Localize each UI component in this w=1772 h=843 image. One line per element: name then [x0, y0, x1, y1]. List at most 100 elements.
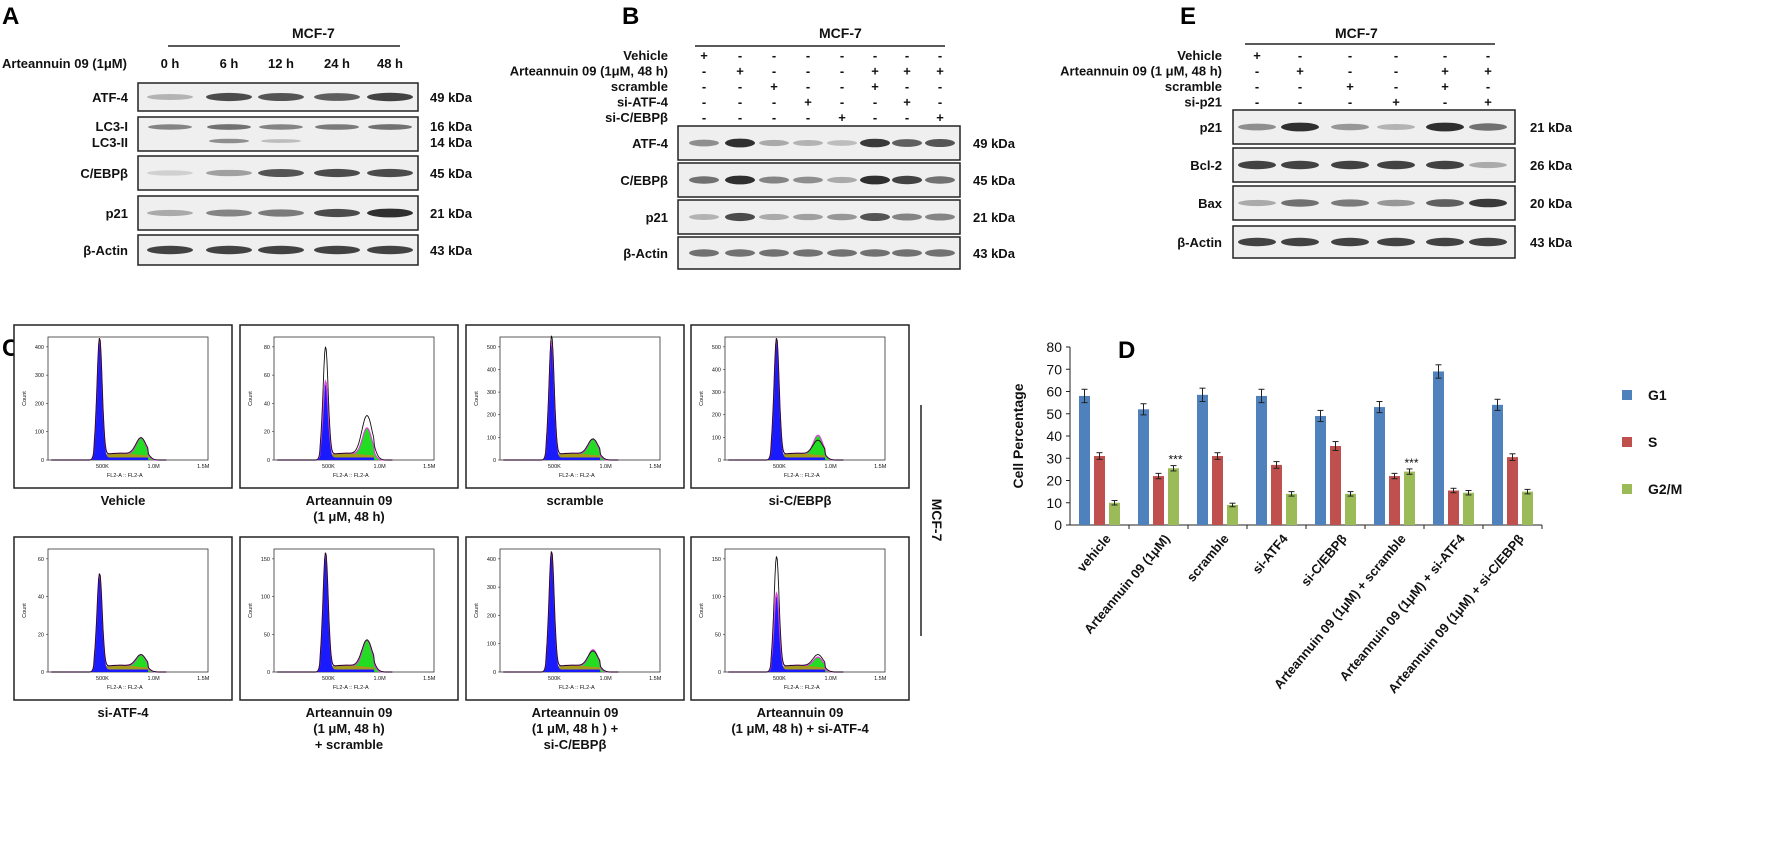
raw-curve: [277, 552, 393, 673]
histogram-caption: (1 μM, 48 h): [313, 509, 385, 524]
band: [147, 245, 193, 255]
sign-mark: -: [772, 48, 776, 63]
sign-mark: -: [1394, 48, 1398, 63]
band: [1426, 160, 1464, 170]
y-tick-label: 100: [35, 430, 44, 436]
band: [793, 176, 823, 184]
band: [258, 93, 304, 101]
x-tick-label: 1.5M: [649, 464, 662, 470]
y-axis-label: Count: [22, 391, 28, 406]
y-tick-label: 80: [264, 345, 270, 351]
band: [1238, 199, 1276, 207]
y-axis-label: Count: [699, 391, 705, 406]
x-tick-label: 1.5M: [197, 676, 210, 682]
y-tick-label: 0: [718, 458, 721, 464]
sign-mark: +: [871, 79, 879, 94]
histogram-frame: [239, 536, 459, 701]
band: [827, 140, 857, 146]
y-tick-label: 50: [264, 632, 270, 638]
band: [1377, 199, 1415, 207]
panel-letter-e: E: [1180, 3, 1196, 30]
y-tick-label: 300: [712, 390, 721, 396]
histogram-caption: (1 μM, 48 h ) +: [532, 721, 619, 736]
band: [759, 249, 789, 257]
sign-mark: -: [840, 79, 844, 94]
condition-label: Arteannuin 09 (1 μM, 48 h): [1060, 64, 1222, 79]
x-tick-label: 1.0M: [147, 464, 160, 470]
bar-G1: [1138, 409, 1149, 525]
sign-mark: +: [903, 95, 911, 110]
x-tick-label: 500K: [322, 676, 335, 682]
raw-curve: [503, 551, 619, 673]
y-tick-label: 40: [264, 401, 270, 407]
sign-mark: -: [840, 48, 844, 63]
sign-mark: +: [903, 64, 911, 79]
band: [1377, 237, 1415, 247]
sign-mark: -: [1443, 95, 1447, 110]
y-tick-label: 100: [487, 435, 496, 441]
sign-mark: -: [702, 95, 706, 110]
band: [793, 249, 823, 257]
category-label: vehicle: [1074, 531, 1114, 574]
kda-label: 20 kDa: [1530, 196, 1573, 211]
bar-G2/M: [1168, 468, 1179, 525]
sign-mark: -: [702, 110, 706, 125]
panel-d: D 0 10 20 30 40 50 60 70 80 Cell Percentage vehicl…: [1010, 337, 1682, 696]
band: [793, 140, 823, 146]
significance-marker: ***: [1168, 453, 1182, 467]
kda-label: 21 kDa: [430, 206, 473, 221]
band: [207, 124, 251, 130]
x-tick-label: 500K: [773, 464, 786, 470]
x-tick-label: 1.5M: [423, 676, 436, 682]
y-tick-label: 200: [487, 413, 496, 419]
kda-label: 16 kDa: [430, 119, 473, 134]
sign-mark: -: [1255, 95, 1259, 110]
y-tick-label: 60: [264, 373, 270, 379]
band: [1281, 237, 1319, 247]
condition-label: Vehicle: [623, 48, 668, 63]
sign-mark: -: [938, 48, 942, 63]
band: [689, 176, 719, 184]
sign-mark: +: [936, 64, 944, 79]
sign-mark: -: [772, 95, 776, 110]
histogram-caption: scramble: [546, 493, 603, 508]
y-tick-label: 0: [41, 670, 44, 676]
sign-mark: -: [938, 95, 942, 110]
kda-label: 49 kDa: [430, 90, 473, 105]
kda-label: 49 kDa: [973, 136, 1016, 151]
histogram-caption: Arteannuin 09: [532, 705, 619, 720]
band: [1281, 122, 1319, 132]
histogram-caption: si-ATF-4: [97, 705, 149, 720]
band: [261, 139, 301, 143]
band: [759, 139, 789, 147]
band: [827, 176, 857, 184]
band: [925, 249, 955, 257]
sign-mark: -: [1394, 79, 1398, 94]
panel-letter-b: B: [622, 3, 639, 30]
band: [1377, 124, 1415, 130]
blot-label: p21: [106, 206, 128, 221]
sign-mark: +: [1346, 79, 1354, 94]
legend-swatch-G2/M: [1622, 484, 1632, 494]
sign-mark: +: [804, 95, 812, 110]
sign-mark: +: [1441, 64, 1449, 79]
timepoint-label: 0 h: [161, 56, 180, 71]
bar-G1: [1433, 371, 1444, 525]
x-tick-label: 1.5M: [874, 464, 887, 470]
kda-label: 45 kDa: [973, 173, 1016, 188]
x-tick-label: 1.0M: [373, 676, 386, 682]
bar-G2/M: [1109, 502, 1120, 525]
legend-swatch-G1: [1622, 390, 1632, 400]
cell-line-label: MCF-7: [1335, 25, 1378, 41]
sign-mark: +: [1296, 64, 1304, 79]
sign-mark: +: [770, 79, 778, 94]
band: [1469, 198, 1507, 208]
band: [925, 213, 955, 221]
x-tick-label: 1.5M: [874, 676, 887, 682]
x-tick-label: 500K: [96, 676, 109, 682]
x-tick-label: 1.0M: [599, 676, 612, 682]
histogram-frame: [239, 324, 459, 489]
